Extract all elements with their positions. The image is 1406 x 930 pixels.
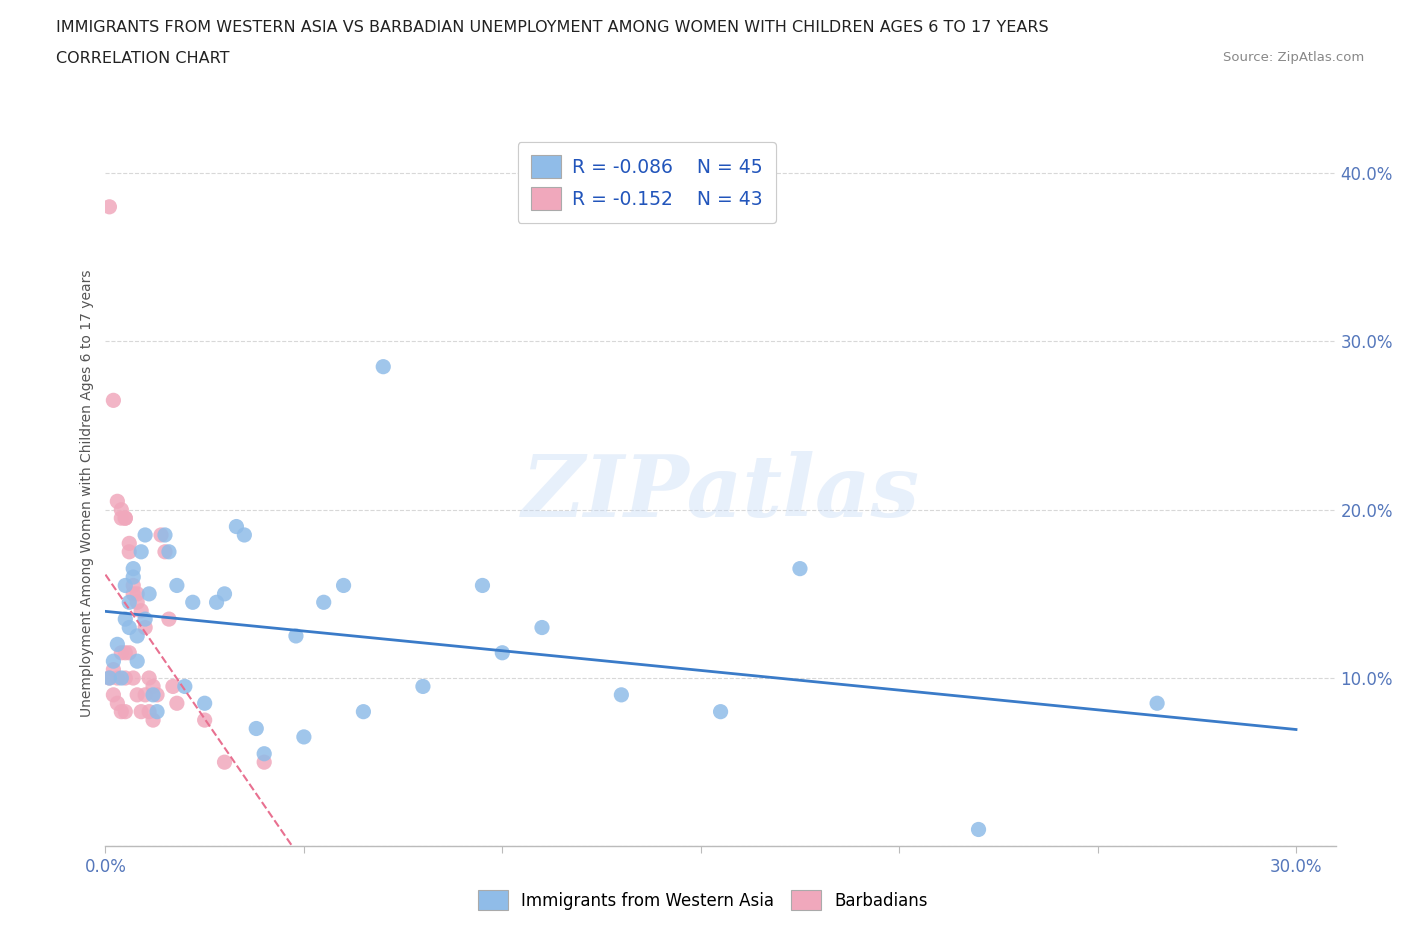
- Point: [471, 578, 494, 593]
- Point: [103, 662, 125, 677]
- Point: [214, 755, 236, 770]
- Point: [194, 696, 217, 711]
- Point: [225, 519, 247, 534]
- Point: [110, 511, 132, 525]
- Point: [122, 671, 145, 685]
- Point: [122, 569, 145, 584]
- Point: [122, 561, 145, 576]
- Point: [312, 595, 335, 610]
- Point: [114, 645, 136, 660]
- Point: [173, 679, 195, 694]
- Point: [98, 671, 121, 685]
- Point: [789, 561, 811, 576]
- Y-axis label: Unemployment Among Women with Children Ages 6 to 17 years: Unemployment Among Women with Children A…: [80, 269, 94, 717]
- Point: [105, 494, 128, 509]
- Point: [181, 595, 204, 610]
- Point: [146, 704, 169, 719]
- Point: [373, 359, 395, 374]
- Point: [332, 578, 354, 593]
- Point: [412, 679, 434, 694]
- Point: [134, 687, 156, 702]
- Point: [118, 645, 141, 660]
- Point: [110, 704, 132, 719]
- Point: [110, 502, 132, 517]
- Point: [114, 511, 136, 525]
- Point: [110, 671, 132, 685]
- Text: Source: ZipAtlas.com: Source: ZipAtlas.com: [1223, 51, 1364, 64]
- Point: [1146, 696, 1168, 711]
- Point: [127, 654, 149, 669]
- Point: [253, 746, 276, 761]
- Point: [610, 687, 633, 702]
- Point: [205, 595, 228, 610]
- Point: [292, 729, 315, 744]
- Point: [118, 544, 141, 559]
- Point: [134, 620, 156, 635]
- Point: [194, 712, 217, 727]
- Point: [129, 704, 152, 719]
- Point: [127, 587, 149, 602]
- Point: [142, 679, 165, 694]
- Point: [138, 587, 160, 602]
- Point: [118, 536, 141, 551]
- Point: [129, 544, 152, 559]
- Point: [967, 822, 990, 837]
- Point: [162, 679, 184, 694]
- Point: [153, 544, 176, 559]
- Point: [153, 527, 176, 542]
- Text: CORRELATION CHART: CORRELATION CHART: [56, 51, 229, 66]
- Point: [138, 704, 160, 719]
- Point: [157, 544, 180, 559]
- Point: [105, 637, 128, 652]
- Point: [127, 595, 149, 610]
- Point: [150, 527, 173, 542]
- Point: [114, 671, 136, 685]
- Point: [105, 696, 128, 711]
- Point: [114, 704, 136, 719]
- Point: [491, 645, 513, 660]
- Point: [142, 712, 165, 727]
- Point: [245, 721, 267, 736]
- Point: [134, 612, 156, 627]
- Point: [98, 199, 121, 214]
- Point: [233, 527, 256, 542]
- Point: [284, 629, 307, 644]
- Text: IMMIGRANTS FROM WESTERN ASIA VS BARBADIAN UNEMPLOYMENT AMONG WOMEN WITH CHILDREN: IMMIGRANTS FROM WESTERN ASIA VS BARBADIA…: [56, 20, 1049, 35]
- Point: [103, 687, 125, 702]
- Point: [122, 578, 145, 593]
- Point: [138, 671, 160, 685]
- Point: [710, 704, 733, 719]
- Point: [114, 612, 136, 627]
- Point: [129, 604, 152, 618]
- Point: [118, 595, 141, 610]
- Point: [127, 687, 149, 702]
- Point: [134, 527, 156, 542]
- Point: [103, 654, 125, 669]
- Legend: Immigrants from Western Asia, Barbadians: Immigrants from Western Asia, Barbadians: [471, 884, 935, 917]
- Point: [166, 696, 188, 711]
- Point: [166, 578, 188, 593]
- Point: [105, 671, 128, 685]
- Point: [114, 578, 136, 593]
- Point: [157, 612, 180, 627]
- Point: [114, 511, 136, 525]
- Text: ZIPatlas: ZIPatlas: [522, 451, 920, 535]
- Point: [530, 620, 553, 635]
- Point: [146, 687, 169, 702]
- Legend: R = -0.086    N = 45, R = -0.152    N = 43: R = -0.086 N = 45, R = -0.152 N = 43: [517, 141, 776, 223]
- Point: [103, 392, 125, 407]
- Point: [352, 704, 374, 719]
- Point: [110, 645, 132, 660]
- Point: [214, 587, 236, 602]
- Point: [98, 671, 121, 685]
- Point: [142, 687, 165, 702]
- Point: [253, 755, 276, 770]
- Point: [122, 587, 145, 602]
- Point: [118, 620, 141, 635]
- Point: [127, 629, 149, 644]
